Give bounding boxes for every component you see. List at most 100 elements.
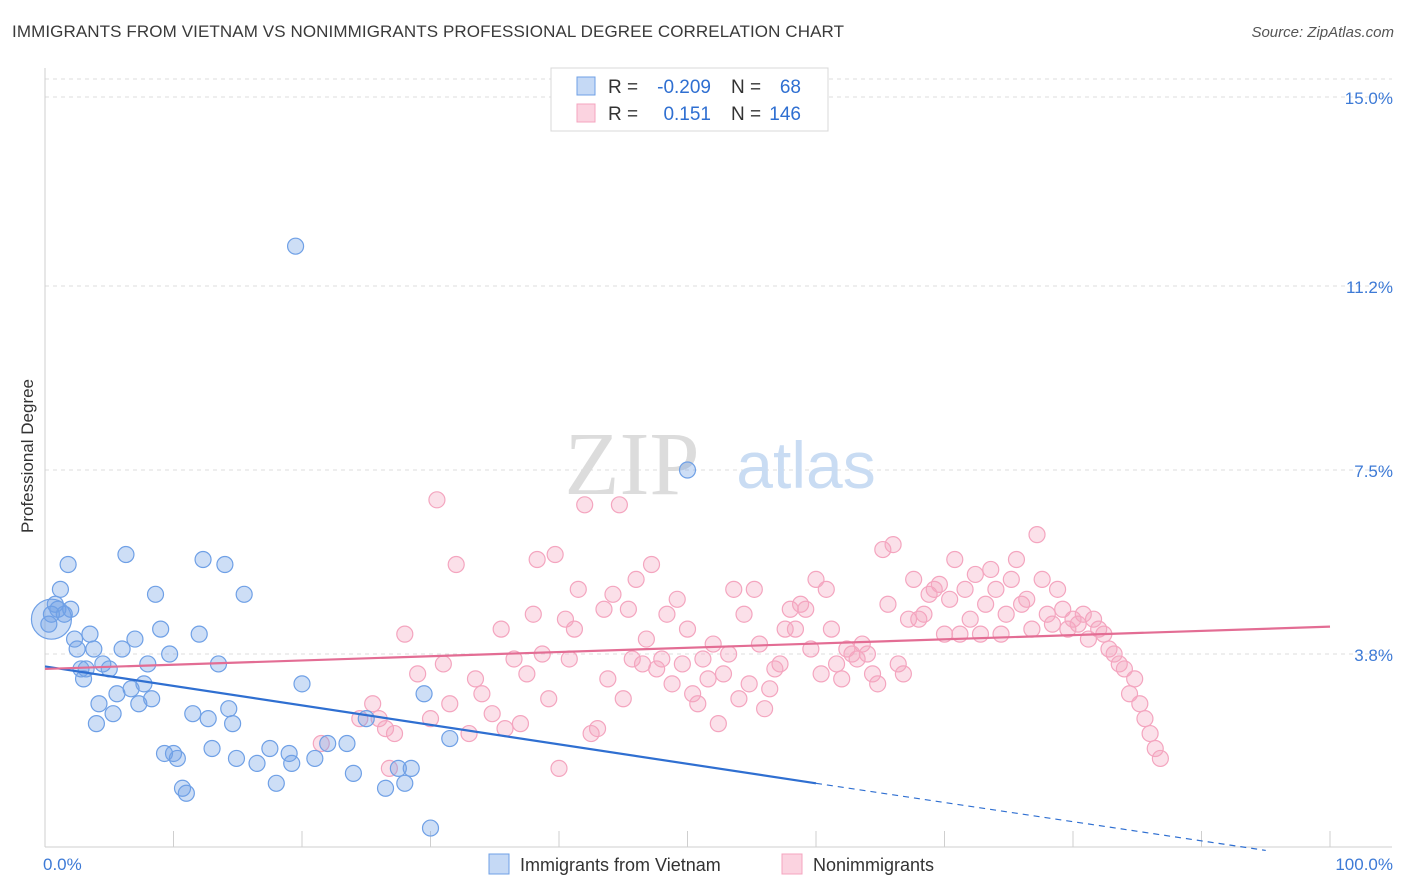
- point-immigrants-from-vietnam: [90, 695, 108, 713]
- point-nonimmigrants: [496, 719, 514, 738]
- point-nonimmigrants: [786, 620, 805, 638]
- point-immigrants-from-vietnam: [402, 759, 420, 777]
- point-immigrants-from-vietnam: [415, 685, 433, 703]
- point-immigrants-from-vietnam: [184, 705, 202, 723]
- legend-swatch-vietnam: [576, 76, 596, 96]
- point-nonimmigrants: [982, 560, 1000, 579]
- point-nonimmigrants: [838, 640, 856, 658]
- point-immigrants-from-vietnam: [51, 580, 70, 598]
- point-immigrants-from-vietnam: [168, 749, 186, 768]
- point-immigrants-from-vietnam: [85, 640, 103, 658]
- point-immigrants-from-vietnam: [74, 670, 93, 688]
- point-immigrants-from-vietnam: [117, 545, 135, 564]
- point-nonimmigrants: [858, 645, 877, 663]
- point-nonimmigrants: [971, 625, 990, 643]
- point-immigrants-from-vietnam: [122, 680, 140, 698]
- point-nonimmigrants: [421, 710, 440, 728]
- point-nonimmigrants: [623, 650, 641, 668]
- point-nonimmigrants: [1002, 570, 1020, 589]
- point-nonimmigrants: [492, 620, 510, 638]
- point-nonimmigrants: [817, 580, 835, 598]
- point-nonimmigrants: [755, 700, 774, 718]
- point-nonimmigrants: [473, 685, 491, 703]
- point-nonimmigrants: [565, 620, 584, 638]
- point-nonimmigrants: [663, 675, 681, 693]
- legend-n-value-vietnam: 68: [780, 77, 801, 98]
- point-nonimmigrants: [740, 675, 758, 693]
- point-nonimmigrants: [627, 570, 645, 589]
- point-nonimmigrants: [714, 665, 733, 683]
- point-nonimmigrants: [725, 580, 743, 598]
- x-tick-label: 0.0%: [43, 855, 82, 874]
- point-nonimmigrants: [396, 625, 414, 643]
- axes: [44, 68, 1392, 848]
- point-nonimmigrants: [569, 580, 587, 598]
- point-nonimmigrants: [614, 690, 632, 708]
- point-nonimmigrants: [1146, 739, 1164, 758]
- point-immigrants-from-vietnam: [104, 705, 122, 723]
- point-nonimmigrants: [524, 605, 542, 623]
- point-nonimmigrants: [709, 715, 727, 733]
- point-nonimmigrants: [827, 655, 846, 673]
- point-immigrants-from-vietnam: [389, 759, 407, 777]
- point-immigrants-from-vietnam: [81, 625, 99, 643]
- point-immigrants-from-vietnam: [146, 585, 165, 603]
- point-immigrants-from-vietnam: [421, 819, 440, 837]
- watermark-atlas: atlas: [736, 428, 875, 502]
- point-nonimmigrants: [1059, 620, 1077, 638]
- legend-swatch-nonimmigrants: [576, 103, 596, 123]
- point-nonimmigrants: [853, 635, 871, 653]
- point-nonimmigrants: [689, 695, 707, 713]
- point-nonimmigrants: [604, 585, 622, 603]
- point-immigrants-from-vietnam: [376, 779, 395, 797]
- point-nonimmigrants: [560, 650, 578, 668]
- point-nonimmigrants: [941, 590, 959, 608]
- point-nonimmigrants: [797, 600, 815, 618]
- point-nonimmigrants: [518, 665, 536, 683]
- point-nonimmigrants: [894, 665, 912, 683]
- point-immigrants-from-vietnam: [227, 749, 246, 768]
- point-immigrants-from-vietnam: [161, 645, 179, 663]
- point-nonimmigrants: [1069, 615, 1087, 633]
- point-nonimmigrants: [791, 595, 810, 613]
- grid-lines: [45, 78, 1392, 655]
- point-nonimmigrants: [966, 565, 984, 584]
- point-immigrants-from-vietnam: [130, 695, 148, 713]
- point-nonimmigrants: [1105, 645, 1123, 663]
- trend-line-vietnam: [44, 665, 817, 785]
- y-axis-label: Professional Degree: [18, 379, 37, 533]
- y-tick-label: 11.2%: [1346, 278, 1393, 297]
- point-immigrants-from-vietnam: [203, 739, 221, 758]
- chart-title: IMMIGRANTS FROM VIETNAM VS NONIMMIGRANTS…: [12, 22, 845, 41]
- point-nonimmigrants: [1151, 749, 1169, 768]
- point-nonimmigrants: [312, 734, 330, 753]
- point-immigrants-from-vietnam: [68, 640, 86, 658]
- point-nonimmigrants: [704, 635, 722, 653]
- point-immigrants-from-vietnam: [267, 774, 285, 792]
- point-nonimmigrants: [1033, 570, 1051, 589]
- legend-n-label-vietnam: N =: [731, 77, 761, 98]
- point-nonimmigrants: [730, 690, 748, 708]
- point-nonimmigrants: [1141, 724, 1159, 743]
- point-nonimmigrants: [550, 759, 568, 777]
- point-immigrants-from-vietnam: [248, 754, 266, 773]
- trend-lines: [44, 625, 1331, 852]
- point-nonimmigrants: [528, 550, 546, 569]
- point-nonimmigrants: [673, 655, 691, 673]
- point-nonimmigrants: [533, 645, 551, 663]
- point-nonimmigrants: [385, 724, 404, 743]
- point-immigrants-from-vietnam: [59, 555, 77, 574]
- point-nonimmigrants: [874, 540, 892, 559]
- legend-n-value-nonimmigrants: 146: [769, 104, 801, 125]
- point-nonimmigrants: [1018, 590, 1036, 608]
- point-immigrants-from-vietnam: [199, 710, 217, 728]
- point-nonimmigrants: [812, 665, 830, 683]
- point-immigrants-from-vietnam: [441, 729, 459, 748]
- point-nonimmigrants: [380, 759, 398, 777]
- point-nonimmigrants: [648, 660, 666, 678]
- point-nonimmigrants: [987, 580, 1005, 598]
- point-nonimmigrants: [750, 635, 769, 653]
- tick-labels: 3.8% 7.5% 11.2% 15.0% 0.0% 100.0%: [43, 89, 1393, 874]
- point-nonimmigrants: [483, 705, 501, 723]
